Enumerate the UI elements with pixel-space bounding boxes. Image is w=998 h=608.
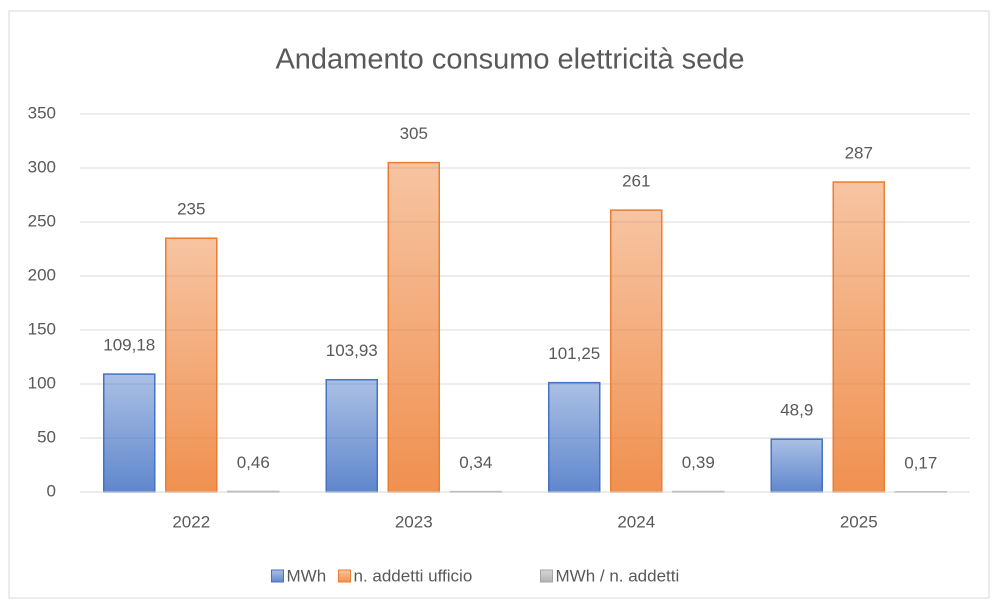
legend-label: MWh <box>287 566 327 585</box>
y-tick-label: 300 <box>28 157 56 176</box>
data-label: 0,46 <box>237 453 270 472</box>
data-label: 261 <box>622 172 650 191</box>
data-label: 48,9 <box>780 401 813 420</box>
legend-swatch <box>540 569 553 583</box>
bar <box>832 181 885 493</box>
data-label: 0,34 <box>459 453 492 472</box>
bar <box>165 237 218 493</box>
y-tick-label: 150 <box>28 319 56 338</box>
data-label: 101,25 <box>548 344 600 363</box>
chart-title: Andamento consumo elettricità sede <box>275 44 744 76</box>
bar <box>548 381 601 493</box>
legend-label: MWh / n. addetti <box>556 566 680 585</box>
data-label: 305 <box>400 124 428 143</box>
legend-swatch <box>271 569 284 583</box>
data-label: 235 <box>177 200 205 219</box>
y-tick-label: 250 <box>28 211 56 230</box>
y-tick-label: 100 <box>28 373 56 392</box>
bar <box>387 161 440 493</box>
x-tick-label: 2022 <box>172 512 210 531</box>
legend-swatch <box>338 569 351 583</box>
data-label: 103,93 <box>326 341 378 360</box>
bar <box>770 438 823 493</box>
data-label: 287 <box>845 144 873 163</box>
y-tick-label: 350 <box>28 103 56 122</box>
data-label: 0,39 <box>682 453 715 472</box>
bar <box>325 379 378 493</box>
legend-label: n. addetti ufficio <box>354 566 473 585</box>
x-tick-label: 2025 <box>840 512 878 531</box>
x-tick-label: 2023 <box>395 512 433 531</box>
data-label: 109,18 <box>103 336 155 355</box>
y-tick-label: 0 <box>47 481 56 500</box>
bar <box>610 209 663 493</box>
y-tick-label: 50 <box>37 427 56 446</box>
x-tick-label: 2024 <box>617 512 655 531</box>
bar <box>103 373 156 493</box>
data-label: 0,17 <box>904 453 937 472</box>
y-tick-label: 200 <box>28 265 56 284</box>
